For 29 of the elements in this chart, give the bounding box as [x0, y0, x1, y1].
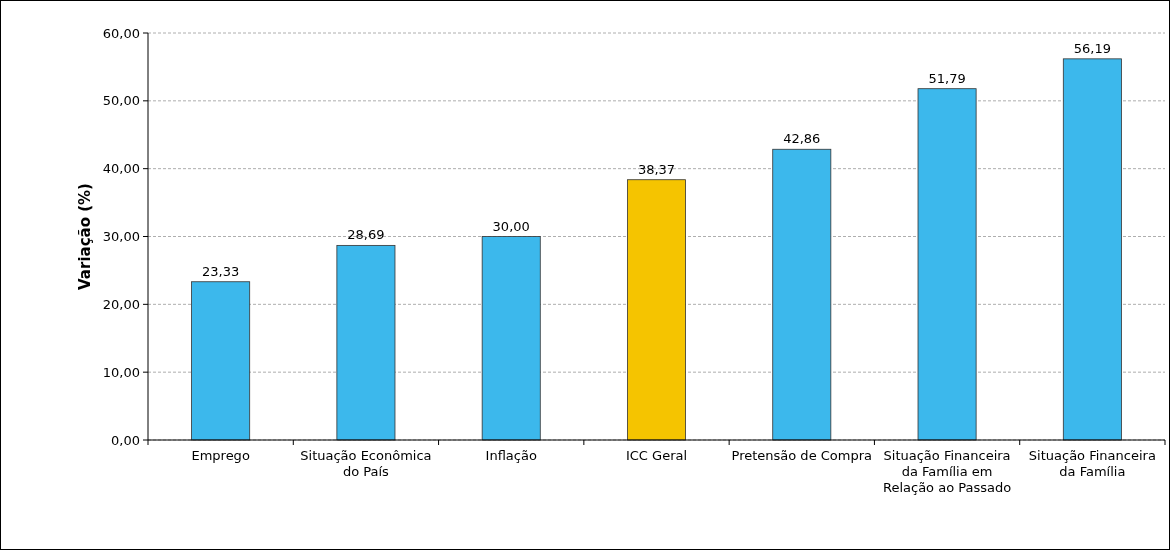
y-tick-label: 30,00 — [102, 229, 140, 245]
bar — [481, 236, 541, 441]
y-tick-label: 20,00 — [102, 296, 140, 312]
y-axis-title: Variação (%) — [76, 183, 94, 290]
x-tick-label: Inflação — [485, 448, 537, 463]
x-tick-label: Situação Econômica do País — [300, 448, 432, 479]
y-tick-label: 0,00 — [111, 432, 140, 448]
y-tick-label: 50,00 — [102, 93, 140, 109]
data-label: 23,33 — [202, 263, 240, 279]
y-tick-label: 60,00 — [102, 25, 140, 41]
bar — [917, 88, 977, 441]
data-label: 30,00 — [492, 218, 530, 234]
bar — [627, 179, 686, 441]
bar — [772, 148, 832, 441]
data-label: 38,37 — [637, 161, 676, 177]
y-tick-label: 40,00 — [102, 161, 140, 177]
data-label: 51,79 — [928, 70, 966, 86]
x-tick-label: Pretensão de Compra — [731, 448, 873, 463]
data-label: 28,69 — [347, 227, 385, 243]
x-tick-label: Emprego — [191, 448, 250, 463]
data-label: 56,19 — [1073, 40, 1111, 56]
y-tick-label: 10,00 — [102, 364, 140, 380]
bar — [1062, 58, 1122, 441]
data-label: 42,86 — [783, 131, 821, 147]
bar — [336, 244, 396, 441]
x-tick-label: Situação Financeira da Família em Relação ao Passado — [882, 448, 1012, 495]
bar — [191, 281, 251, 441]
x-tick-label: ICC Geral — [625, 448, 688, 463]
x-tick-label: Situação Financeira da Família — [1028, 448, 1156, 479]
